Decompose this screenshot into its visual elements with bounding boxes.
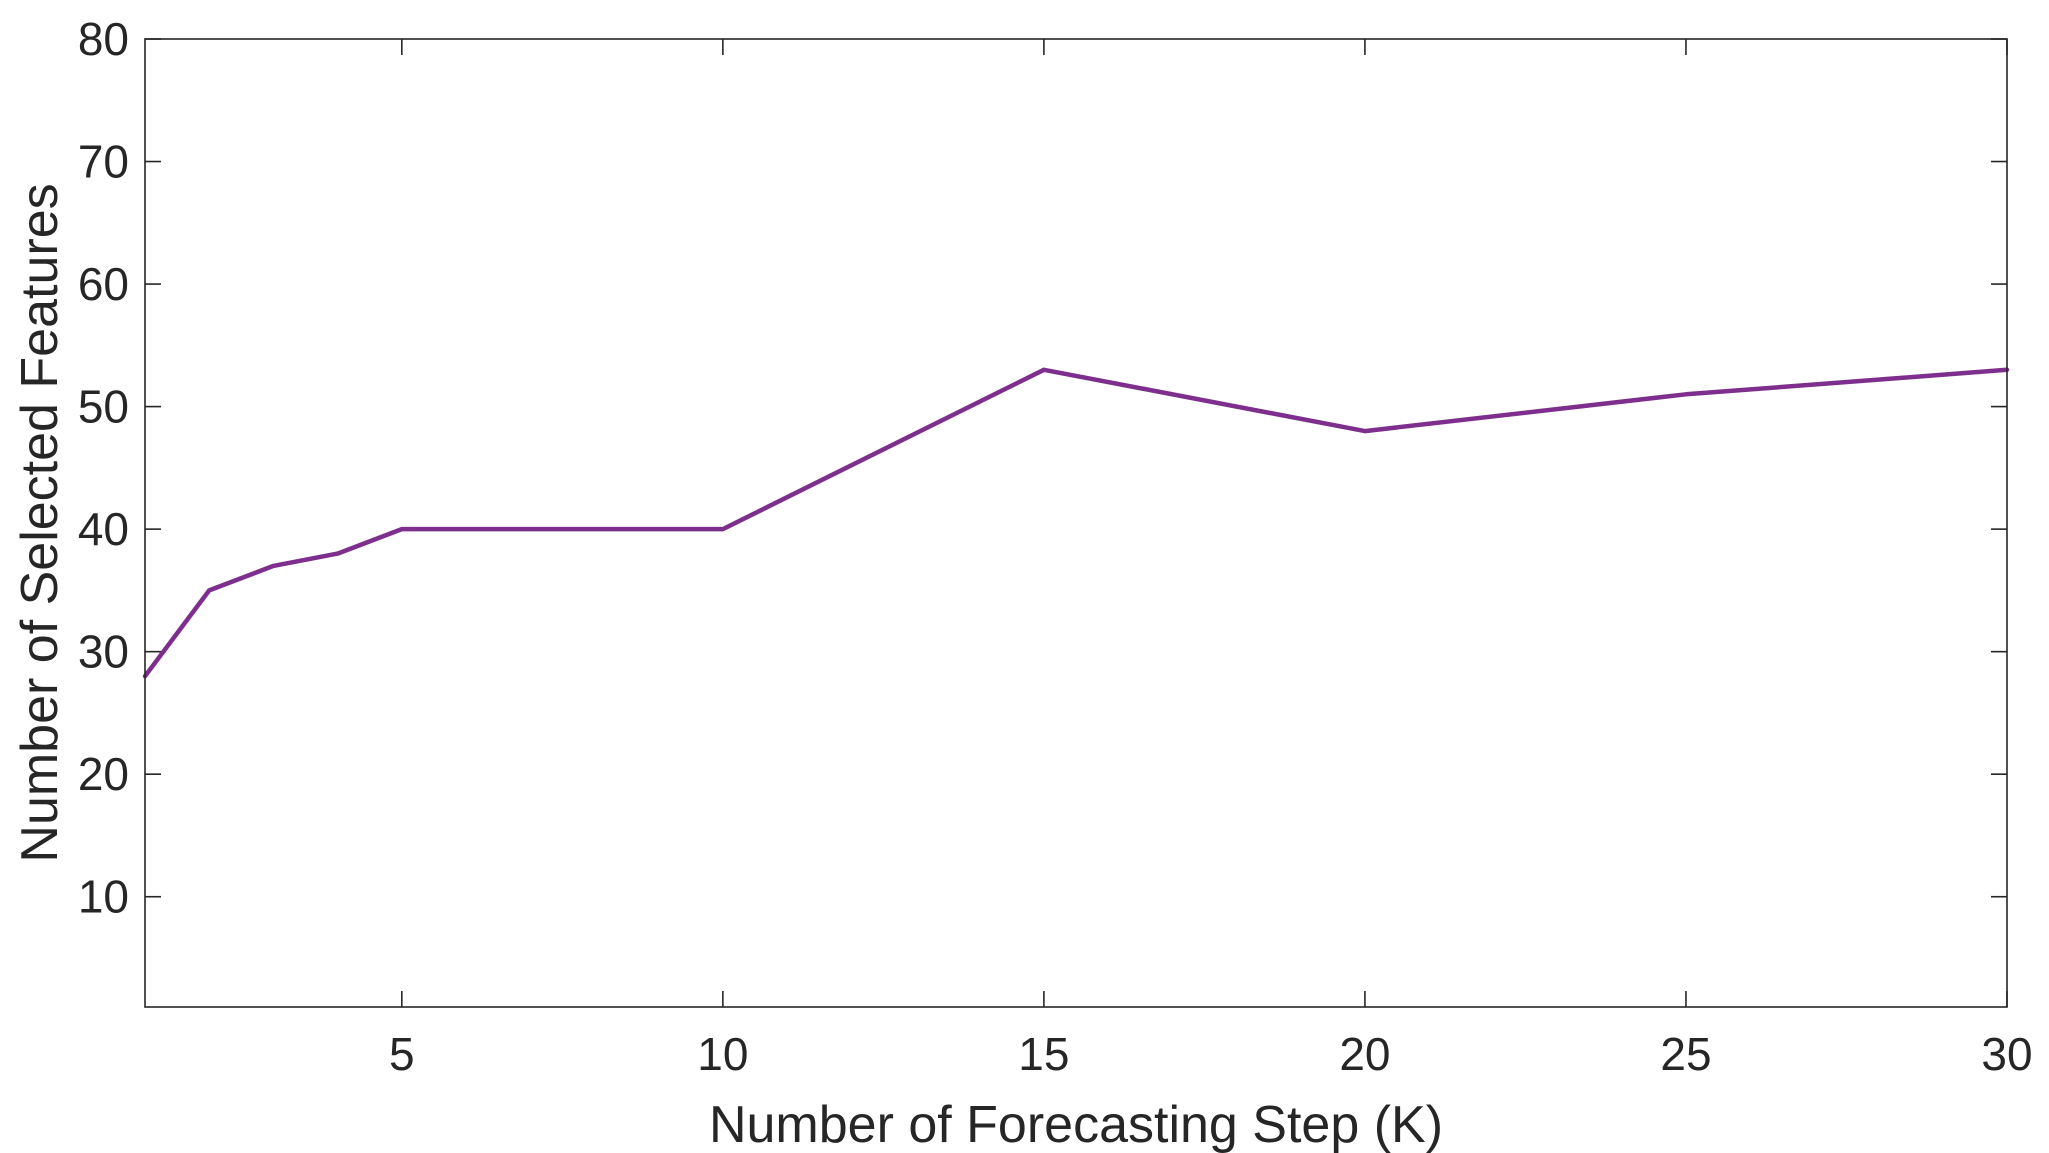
x-tick-label: 10 <box>697 1028 748 1080</box>
data-point <box>208 589 210 591</box>
y-tick-label: 10 <box>78 871 129 923</box>
x-tick-label: 5 <box>389 1028 415 1080</box>
y-tick-label: 20 <box>78 748 129 800</box>
y-axis-ticks: 10 20 30 40 50 60 70 80 <box>78 13 2007 923</box>
y-tick-label: 30 <box>78 626 129 678</box>
y-tick-label: 40 <box>78 503 129 555</box>
x-tick-label: 30 <box>1981 1028 2032 1080</box>
data-point <box>1685 393 1687 395</box>
y-axis-label: Number of Selected Features <box>11 183 69 862</box>
x-tick-label: 20 <box>1339 1028 1390 1080</box>
data-point <box>401 528 403 530</box>
x-axis-label: Number of Forecasting Step (K) <box>709 1096 1443 1153</box>
x-tick-label: 15 <box>1018 1028 1069 1080</box>
x-tick-label: 25 <box>1660 1028 1711 1080</box>
series-line <box>142 367 2010 679</box>
y-tick-label: 70 <box>78 136 129 188</box>
data-point <box>1364 430 1366 432</box>
y-tick-label: 80 <box>78 13 129 65</box>
data-point <box>272 565 274 567</box>
y-tick-label: 50 <box>78 381 129 433</box>
axes-box <box>144 38 2008 1008</box>
x-axis-ticks: 5 10 15 20 25 30 <box>389 39 2033 1080</box>
data-point <box>722 528 724 530</box>
y-tick-label: 60 <box>78 258 129 310</box>
plot-area <box>145 39 2007 1007</box>
data-point <box>337 553 339 555</box>
data-point <box>1043 369 1045 371</box>
